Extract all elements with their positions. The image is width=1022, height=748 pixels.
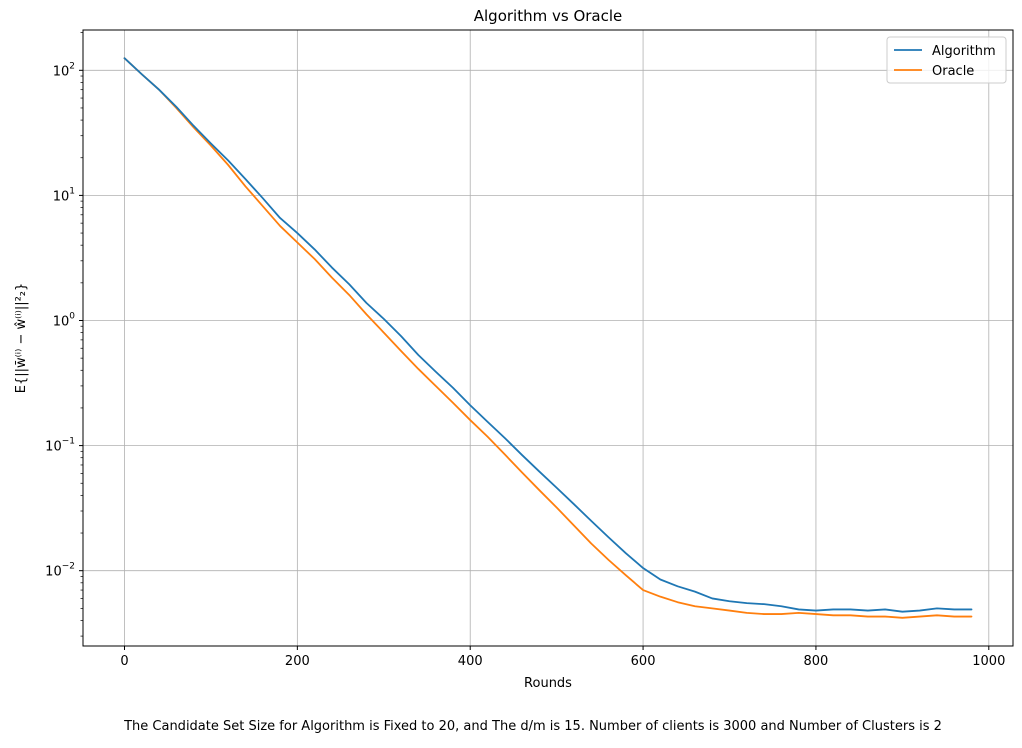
y-tick-label: 101 bbox=[53, 186, 75, 204]
x-tick-label: 1000 bbox=[972, 654, 1005, 669]
legend: Algorithm Oracle bbox=[886, 36, 1007, 84]
legend-box bbox=[886, 36, 1007, 84]
x-tick-label: 0 bbox=[120, 654, 128, 669]
legend-label: Algorithm bbox=[932, 44, 996, 59]
legend-label: Oracle bbox=[932, 64, 974, 79]
x-axis: 0 200 400 600 800 1000 bbox=[120, 646, 1005, 669]
chart-title: Algorithm vs Oracle bbox=[474, 7, 623, 25]
figure-caption: The Candidate Set Size for Algorithm is … bbox=[124, 719, 942, 734]
y-tick-label: 100 bbox=[53, 311, 76, 329]
x-tick-label: 600 bbox=[631, 654, 656, 669]
x-tick-label: 800 bbox=[804, 654, 829, 669]
y-axis: 10−2 10−1 100 101 102 bbox=[45, 32, 83, 637]
plot-series bbox=[123, 57, 973, 619]
y-tick-label: 10−1 bbox=[45, 437, 75, 455]
x-tick-label: 200 bbox=[285, 654, 310, 669]
plot-frame bbox=[82, 29, 1014, 647]
y-tick-label: 102 bbox=[53, 61, 75, 79]
series-line-algorithm bbox=[123, 57, 973, 613]
y-axis-label: E{||w̄⁽ⁱ⁾ − ŵ⁽ⁱ⁾||²₂} bbox=[14, 283, 29, 394]
y-tick-label: 10−2 bbox=[45, 562, 75, 580]
series-line-oracle bbox=[123, 57, 973, 619]
x-axis-label: Rounds bbox=[524, 676, 572, 691]
x-tick-label: 400 bbox=[458, 654, 483, 669]
grid-lines bbox=[83, 30, 1013, 646]
